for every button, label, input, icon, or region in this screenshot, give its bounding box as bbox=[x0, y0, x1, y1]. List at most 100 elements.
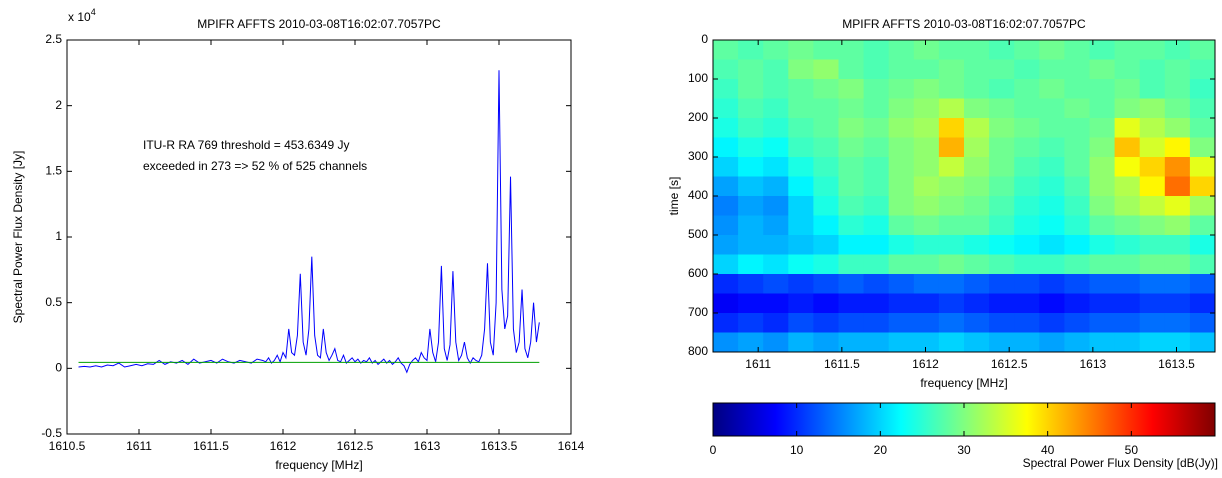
heatmap-cell bbox=[838, 215, 864, 236]
heatmap-cell bbox=[964, 313, 990, 333]
x-tick-label: 1613.5 bbox=[1158, 357, 1195, 371]
heatmap-cell bbox=[788, 59, 814, 80]
x-tick-label: 1613.5 bbox=[481, 439, 518, 453]
heatmap-cell bbox=[1114, 79, 1141, 99]
heatmap-cell bbox=[1114, 98, 1141, 119]
heatmap-cell bbox=[738, 274, 764, 294]
heatmap-cell bbox=[813, 293, 839, 314]
heatmap-cell bbox=[863, 118, 890, 138]
heatmap-cell bbox=[713, 215, 739, 236]
x-tick-label: 1613 bbox=[414, 439, 441, 453]
heatmap-cell bbox=[738, 235, 764, 255]
y-tick-label: 500 bbox=[688, 227, 708, 241]
heatmap-cell bbox=[1114, 274, 1141, 294]
heatmap-cell bbox=[1114, 118, 1141, 138]
heatmap-cell bbox=[713, 40, 739, 60]
heatmap-cell bbox=[788, 332, 814, 353]
heatmap-cell bbox=[1014, 98, 1040, 119]
y-multiplier: x 104 bbox=[68, 7, 96, 24]
heatmap-cell bbox=[1114, 215, 1141, 236]
heatmap-cell bbox=[713, 235, 739, 255]
heatmap-cell bbox=[813, 118, 839, 138]
heatmap-cell bbox=[938, 118, 965, 138]
heatmap-cell bbox=[813, 79, 839, 99]
heatmap-cell bbox=[888, 215, 915, 236]
heatmap-cell bbox=[1014, 293, 1040, 314]
heatmap-cell bbox=[1139, 332, 1166, 353]
heatmap-cell bbox=[964, 196, 990, 216]
heatmap-cell bbox=[1114, 313, 1141, 333]
heatmap-cell bbox=[888, 176, 915, 197]
heatmap-cell bbox=[738, 40, 764, 60]
heatmap-cell bbox=[1064, 176, 1090, 197]
heatmap-cell bbox=[938, 59, 965, 80]
y-tick-label: 200 bbox=[688, 110, 708, 124]
heatmap-cell bbox=[863, 332, 890, 353]
heatmap-cell bbox=[738, 79, 764, 99]
heatmap-cell bbox=[813, 215, 839, 236]
heatmap-cell bbox=[763, 313, 789, 333]
heatmap-cell bbox=[1189, 176, 1216, 197]
heatmap-cell bbox=[738, 215, 764, 236]
heatmap-cell bbox=[763, 215, 789, 236]
heatmap-cell bbox=[888, 293, 915, 314]
heatmap-cell bbox=[938, 137, 965, 158]
colorbar-tick-label: 50 bbox=[1125, 443, 1139, 457]
y-tick-label: 600 bbox=[688, 266, 708, 280]
heatmap-cell bbox=[938, 332, 965, 353]
heatmap-cell bbox=[788, 254, 814, 275]
heatmap-cell bbox=[1064, 313, 1090, 333]
y-tick-label: 0 bbox=[701, 32, 708, 46]
heatmap-cell bbox=[813, 176, 839, 197]
heatmap-cell bbox=[913, 118, 940, 138]
heatmap-cell bbox=[713, 176, 739, 197]
heatmap-cell bbox=[888, 235, 915, 255]
heatmap-cell bbox=[1089, 332, 1115, 353]
heatmap-cell bbox=[1139, 176, 1166, 197]
heatmap-cell bbox=[1114, 176, 1141, 197]
heatmap-cell bbox=[1064, 59, 1090, 80]
heatmap-cell bbox=[888, 332, 915, 353]
heatmap-cell bbox=[1089, 254, 1115, 275]
heatmap-cell bbox=[1189, 98, 1216, 119]
heatmap-cell bbox=[813, 196, 839, 216]
heatmap-cell bbox=[1014, 332, 1040, 353]
heatmap-cell bbox=[763, 137, 789, 158]
heatmap-cell bbox=[738, 332, 764, 353]
heatmap-cell bbox=[1164, 176, 1191, 197]
heatmap-cell bbox=[863, 137, 890, 158]
heatmap-cell bbox=[1189, 157, 1216, 177]
x-tick-label: 1612.5 bbox=[991, 357, 1028, 371]
multiplier-base: x 10 bbox=[68, 10, 91, 24]
heatmap-cell bbox=[1039, 235, 1065, 255]
heatmap-cell bbox=[964, 157, 990, 177]
heatmap-cell bbox=[989, 254, 1015, 275]
heatmap-cell bbox=[1164, 332, 1191, 353]
heatmap-cell bbox=[1114, 293, 1141, 314]
heatmap-cell bbox=[838, 118, 864, 138]
heatmap-cell bbox=[964, 59, 990, 80]
heatmap-cell bbox=[1039, 176, 1065, 197]
heatmap-cell bbox=[863, 254, 890, 275]
heatmap-cell bbox=[763, 40, 789, 60]
heatmap-cell bbox=[1189, 254, 1216, 275]
heatmap-cell bbox=[738, 254, 764, 275]
multiplier-exponent: 4 bbox=[91, 7, 96, 17]
heatmap-cell bbox=[989, 137, 1015, 158]
heatmap-cell bbox=[1089, 313, 1115, 333]
data-line bbox=[78, 70, 540, 374]
heatmap-cell bbox=[964, 293, 990, 314]
colorbar-tick-label: 20 bbox=[874, 443, 888, 457]
heatmap-cell bbox=[1014, 176, 1040, 197]
heatmap-cell bbox=[989, 157, 1015, 177]
heatmap-cell bbox=[1089, 176, 1115, 197]
heatmap-cell bbox=[888, 196, 915, 216]
heatmap-cell bbox=[1189, 40, 1216, 60]
heatmap-cell bbox=[1139, 293, 1166, 314]
heatmap-cell bbox=[1039, 274, 1065, 294]
heatmap-cell bbox=[1064, 137, 1090, 158]
heatmap-cell bbox=[1064, 157, 1090, 177]
heatmap-cell bbox=[863, 313, 890, 333]
heatmap-cell bbox=[1164, 59, 1191, 80]
heatmap-cell bbox=[989, 59, 1015, 80]
